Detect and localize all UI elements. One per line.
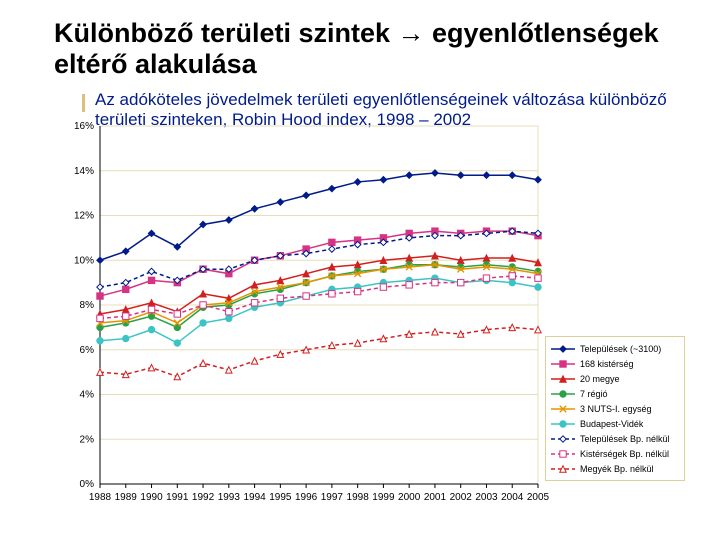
- svg-text:1988: 1988: [89, 492, 112, 503]
- svg-text:1993: 1993: [218, 492, 241, 503]
- legend-item: 7 régió: [551, 386, 679, 401]
- chart-container: 0%2%4%6%8%10%12%14%16%198819891990199119…: [60, 118, 685, 518]
- svg-text:4%: 4%: [80, 390, 95, 401]
- legend-item: Települések (~3100): [551, 341, 679, 356]
- legend-item: Megyék Bp. nélkül: [551, 461, 679, 476]
- svg-text:1991: 1991: [166, 492, 189, 503]
- svg-text:1999: 1999: [372, 492, 395, 503]
- legend-item: 20 megye: [551, 371, 679, 386]
- bullet-icon: [82, 94, 85, 112]
- svg-text:1989: 1989: [115, 492, 138, 503]
- svg-text:2%: 2%: [80, 434, 95, 445]
- svg-text:1992: 1992: [192, 492, 215, 503]
- legend-item: Budapest-Vidék: [551, 416, 679, 431]
- svg-text:2000: 2000: [398, 492, 421, 503]
- svg-text:16%: 16%: [74, 121, 94, 132]
- svg-text:0%: 0%: [80, 479, 95, 490]
- svg-text:8%: 8%: [80, 300, 95, 311]
- svg-text:10%: 10%: [74, 255, 94, 266]
- svg-text:1997: 1997: [321, 492, 344, 503]
- svg-text:1995: 1995: [269, 492, 292, 503]
- svg-text:2005: 2005: [527, 492, 550, 503]
- svg-text:1998: 1998: [347, 492, 370, 503]
- svg-text:2001: 2001: [424, 492, 447, 503]
- page-title: Különböző területi szintek → egyenlőtlen…: [54, 18, 684, 80]
- legend-item: Kistérségek Bp. nélkül: [551, 446, 679, 461]
- svg-text:2003: 2003: [475, 492, 498, 503]
- svg-text:14%: 14%: [74, 166, 94, 177]
- legend-item: Települések Bp. nélkül: [551, 431, 679, 446]
- svg-text:2004: 2004: [501, 492, 524, 503]
- svg-text:1996: 1996: [295, 492, 318, 503]
- legend-item: 3 NUTS-I. egység: [551, 401, 679, 416]
- legend-item: 168 kistérség: [551, 356, 679, 371]
- svg-text:1994: 1994: [243, 492, 266, 503]
- legend: Települések (~3100)168 kistérség20 megye…: [545, 336, 685, 481]
- svg-text:12%: 12%: [74, 211, 94, 222]
- svg-text:1990: 1990: [140, 492, 163, 503]
- svg-text:2002: 2002: [450, 492, 473, 503]
- svg-text:6%: 6%: [80, 345, 95, 356]
